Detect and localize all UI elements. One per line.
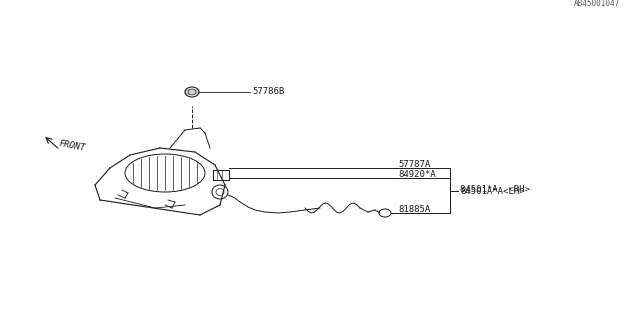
Text: 84920*A: 84920*A	[398, 170, 436, 179]
Text: 57787A: 57787A	[398, 160, 430, 169]
Text: 84501*A  <RH>: 84501*A <RH>	[460, 185, 530, 194]
Text: 57786B: 57786B	[252, 87, 284, 97]
Text: 81885A: 81885A	[398, 205, 430, 214]
Text: FRONT: FRONT	[58, 140, 86, 153]
Text: AB45001047: AB45001047	[573, 0, 620, 8]
Text: 84501A*A<LH>: 84501A*A<LH>	[460, 188, 525, 196]
